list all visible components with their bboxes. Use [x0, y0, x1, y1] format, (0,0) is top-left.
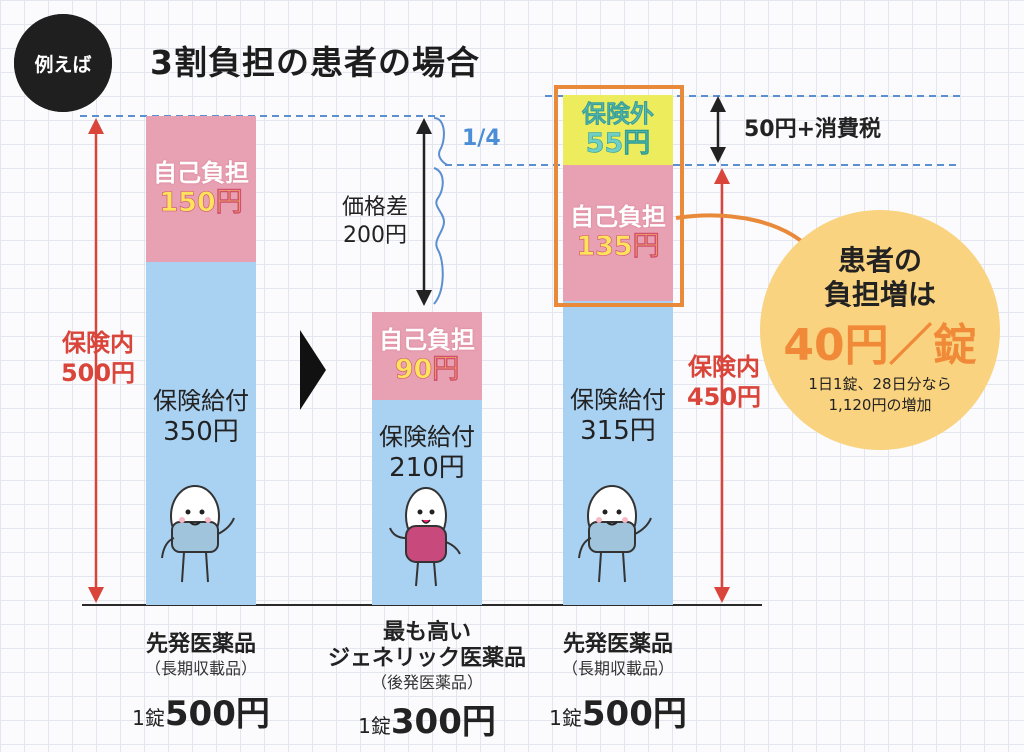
bar1-copay-segment: 自己負担 150円: [146, 116, 256, 262]
callout-note1: 1日1錠、28日分なら: [808, 375, 952, 393]
drug2-price: 300円: [390, 702, 496, 742]
drug2-price-line: 1錠300円: [322, 694, 532, 743]
example-badge: 例えば: [14, 14, 112, 112]
outside-arrow-down: [710, 147, 726, 163]
drug2-sub: （後発医薬品）: [370, 673, 483, 692]
price-diff-arrow-up: [416, 118, 432, 134]
left-axis-labels: 保険内 500円: [52, 328, 144, 388]
outside-note: 50円+消費税: [744, 117, 882, 142]
drug3-price: 500円: [581, 694, 687, 734]
drug2-name: 最も高い: [382, 620, 471, 645]
drug3-price-line: 1錠500円: [533, 686, 703, 735]
price-diff-labels: 価格差 200円: [330, 194, 420, 250]
drug-label-3: 先発医薬品 （長期収載品） 1錠500円: [533, 632, 703, 735]
bar3-benefit-segment: 保険給付 315円: [563, 301, 673, 605]
bar3-outside-label: 保険外: [582, 100, 655, 129]
drug2-price-prefix: 1錠: [358, 714, 391, 738]
drug1-sub: （長期収載品）: [144, 659, 257, 678]
pill-character-1: [161, 485, 235, 583]
bar3-copay-label: 自己負担: [570, 203, 666, 231]
quarter-label: 1/4: [462, 126, 501, 151]
bar2-copay-segment: 自己負担 90円: [372, 312, 482, 400]
drug3-name: 先発医薬品: [562, 632, 673, 657]
bar2-benefit-amount: 210円: [389, 453, 465, 483]
bar3-benefit-amount: 315円: [580, 416, 656, 446]
drug3-price-prefix: 1錠: [549, 706, 582, 730]
callout-note2: 1,120円の増加: [828, 396, 932, 414]
brace-rest: [433, 167, 446, 305]
callout-line1: 患者の: [837, 244, 922, 277]
right-red-arrow-down: [714, 587, 730, 603]
outside-arrow-up: [710, 96, 726, 112]
drug-label-2: 最も高い ジェネリック医薬品 （後発医薬品） 1錠300円: [322, 620, 532, 743]
left-axis-label: 保険内: [62, 329, 134, 357]
drug1-price-prefix: 1錠: [132, 706, 165, 730]
price-diff-label: 価格差: [341, 195, 408, 220]
brace-quarter: [433, 117, 449, 166]
chevron-right-icon: [300, 330, 326, 410]
bar2-benefit-segment: 保険給付 210円: [372, 400, 482, 605]
left-red-arrow-up: [88, 118, 104, 134]
right-red-arrow-up: [714, 168, 730, 184]
callout-line2: 負担増は: [823, 278, 936, 311]
price-diff-arrow-down: [416, 290, 432, 306]
bar1-copay-label: 自己負担: [153, 159, 249, 187]
left-red-arrow-down: [88, 587, 104, 603]
drug-label-1: 先発医薬品 （長期収載品） 1錠500円: [116, 632, 286, 735]
page-title: 3割負担の患者の場合: [150, 43, 480, 82]
bar1-copay-amount: 150円: [159, 187, 243, 219]
example-badge-text: 例えば: [34, 53, 92, 76]
drug1-price-line: 1錠500円: [116, 686, 286, 735]
burden-callout: 患者の 負担増は 40円／錠 1日1錠、28日分なら 1,120円の増加: [760, 210, 1000, 450]
bar1-benefit-label: 保険給付: [153, 387, 249, 415]
left-axis-amount: 500円: [60, 359, 136, 387]
highlight-frame: [554, 85, 684, 307]
price-diff-amount: 200円: [343, 223, 407, 248]
bar3-copay-amount: 135円: [576, 231, 660, 263]
bar3-outside-segment: 保険外 55円: [563, 95, 673, 165]
drug2-name2: ジェネリック医薬品: [327, 646, 526, 671]
right-axis-label: 保険内: [688, 353, 760, 381]
right-axis-amount: 450円: [686, 383, 762, 411]
bar2-copay-amount: 90円: [394, 354, 460, 386]
drug3-sub: （長期収載品）: [561, 659, 674, 678]
right-axis-labels: 保険内 450円: [684, 352, 764, 412]
callout-big: 40円／錠: [783, 320, 977, 371]
bar2-benefit-label: 保険給付: [379, 423, 475, 451]
drug1-name: 先発医薬品: [145, 632, 256, 657]
bar3-copay-segment: 自己負担 135円: [563, 165, 673, 301]
bar2-copay-label: 自己負担: [379, 326, 475, 354]
pill-character-3: [578, 485, 652, 583]
bar1-benefit-amount: 350円: [163, 417, 239, 447]
bar3-outside-amount: 55円: [585, 128, 651, 160]
drug1-price: 500円: [164, 694, 270, 734]
bar3-benefit-label: 保険給付: [570, 386, 666, 414]
pill-character-2: [389, 487, 461, 587]
